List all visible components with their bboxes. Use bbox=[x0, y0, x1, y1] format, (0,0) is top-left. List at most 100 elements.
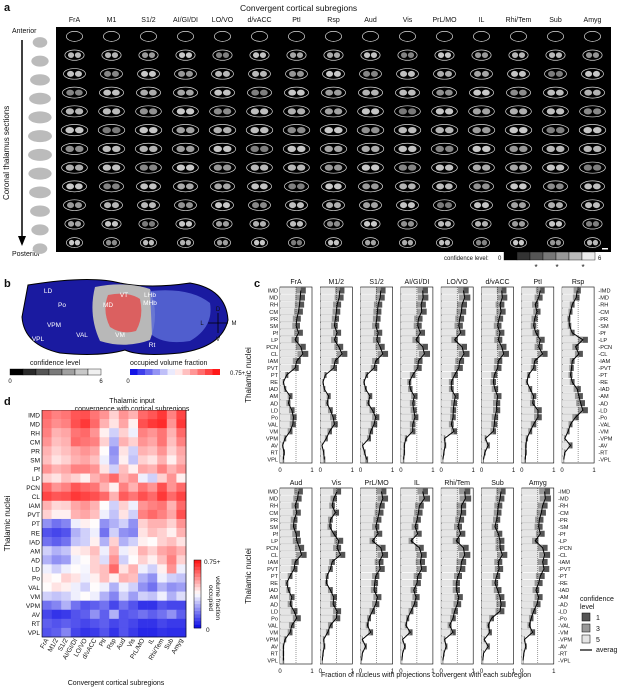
nucleus-label-right-cl: -CL bbox=[558, 553, 567, 559]
section-fill bbox=[297, 145, 306, 153]
heatmap-cell bbox=[138, 482, 148, 493]
section-outline bbox=[433, 68, 456, 80]
reference-section-silhouette bbox=[31, 224, 49, 236]
section-outline bbox=[134, 142, 163, 155]
heatmap-cell bbox=[138, 509, 148, 520]
section-outline bbox=[396, 68, 419, 80]
bar-confidence-5 bbox=[360, 594, 374, 601]
bar-confidence-5 bbox=[521, 357, 532, 364]
bar-confidence-5 bbox=[441, 379, 449, 386]
section-fill bbox=[547, 89, 556, 96]
column-label-9: Vis bbox=[403, 17, 413, 24]
section-fill bbox=[333, 239, 340, 246]
bar-confidence-5 bbox=[320, 544, 334, 551]
nucleus-label-right-md: -MD bbox=[558, 497, 569, 503]
subregion-title-6: PtI bbox=[534, 279, 543, 286]
heatmap-cell bbox=[138, 591, 148, 601]
section-outline bbox=[436, 237, 453, 248]
section-fill bbox=[213, 108, 222, 115]
section-fill bbox=[104, 70, 112, 77]
nucleus-label-am: AM bbox=[270, 595, 279, 601]
section-outline bbox=[99, 86, 124, 99]
bar-confidence-5 bbox=[280, 530, 293, 537]
bar-confidence-5 bbox=[521, 636, 524, 643]
nucleus-label-right-ad: -AD bbox=[558, 602, 568, 608]
section-outline bbox=[360, 49, 381, 61]
bar-confidence-5 bbox=[400, 435, 405, 442]
section-fill bbox=[436, 89, 445, 96]
region-label-vpm: VPM bbox=[47, 322, 61, 329]
section-fill bbox=[74, 202, 82, 209]
heatmap-cell bbox=[176, 600, 187, 611]
x-tick-1: 1 bbox=[310, 669, 314, 675]
section-outline bbox=[212, 49, 233, 61]
section-outline bbox=[505, 161, 532, 174]
section-outline bbox=[64, 218, 85, 230]
section-fill bbox=[214, 183, 223, 190]
heatmap-row-label-vm: VM bbox=[30, 594, 40, 601]
bar-confidence-5 bbox=[360, 629, 369, 636]
nucleus-label-am: AM bbox=[270, 394, 279, 400]
bar-confidence-5 bbox=[360, 601, 373, 608]
section-outline bbox=[510, 31, 527, 42]
nucleus-label-iad: IAD bbox=[269, 588, 278, 594]
section-outline bbox=[580, 180, 605, 193]
section-fill bbox=[509, 126, 518, 134]
heatmap-row-label-am: AM bbox=[30, 548, 40, 555]
section-fill bbox=[252, 220, 260, 227]
section-fill bbox=[66, 89, 75, 96]
nucleus-label-av: AV bbox=[271, 444, 278, 450]
x-tick-0: 0 bbox=[278, 669, 282, 675]
bar-confidence-5 bbox=[320, 580, 325, 587]
reference-section-silhouette bbox=[29, 92, 51, 105]
bar-confidence-5 bbox=[441, 516, 456, 523]
subregion-title-2: S1/2 bbox=[369, 279, 384, 286]
bar-confidence-5 bbox=[562, 400, 577, 407]
section-fill bbox=[370, 183, 379, 190]
section-fill bbox=[177, 89, 186, 96]
heatmap-cell bbox=[80, 627, 91, 638]
heatmap-col-label-0: FrA bbox=[39, 637, 51, 650]
bar-confidence-5 bbox=[481, 558, 495, 565]
bar-confidence-5 bbox=[481, 350, 499, 357]
nucleus-label-sm: SM bbox=[270, 324, 279, 330]
section-fill bbox=[139, 164, 148, 171]
bar-confidence-5 bbox=[521, 371, 527, 379]
posterior-label: Posterior bbox=[12, 251, 41, 258]
heatmap-cell bbox=[128, 582, 139, 592]
nucleus-label-right-ld: -LD bbox=[558, 609, 567, 615]
bar-confidence-5 bbox=[360, 400, 367, 407]
section-fill bbox=[482, 164, 491, 171]
bar-confidence-5 bbox=[562, 336, 578, 343]
heatmap-cell bbox=[109, 491, 120, 502]
legend-swatch-5 bbox=[581, 634, 591, 644]
section-fill bbox=[333, 202, 341, 209]
heatmap-cell bbox=[147, 518, 158, 529]
heatmap-cell bbox=[51, 564, 62, 574]
section-fill bbox=[259, 183, 268, 190]
heatmap-cell bbox=[109, 473, 120, 483]
x-tick-0: 0 bbox=[399, 468, 403, 474]
nucleus-label-vm: VM bbox=[270, 630, 279, 636]
section-fill bbox=[333, 70, 341, 77]
heatmap-cell bbox=[80, 446, 91, 456]
section-fill bbox=[585, 52, 593, 59]
section-fill bbox=[148, 202, 156, 209]
section-outline bbox=[99, 180, 124, 193]
nucleus-label-right-rt: -RT bbox=[558, 652, 568, 658]
heatmap-cell bbox=[166, 573, 177, 583]
colorbar-segment bbox=[194, 590, 201, 595]
heatmap-cell bbox=[42, 455, 52, 465]
nucleus-label-cm: CM bbox=[269, 310, 278, 316]
bar-confidence-5 bbox=[400, 558, 416, 565]
heatmap-cell bbox=[138, 618, 148, 629]
section-fill bbox=[555, 70, 563, 77]
section-fill bbox=[112, 164, 121, 171]
heatmap-cell bbox=[51, 528, 62, 538]
bar-confidence-5 bbox=[521, 551, 540, 558]
bar-confidence-5 bbox=[320, 364, 331, 371]
nucleus-label-right-po: -Po bbox=[558, 616, 567, 622]
section-fill bbox=[435, 108, 444, 115]
section-fill bbox=[259, 239, 266, 246]
heatmap-row-label-pt: PT bbox=[32, 521, 40, 528]
